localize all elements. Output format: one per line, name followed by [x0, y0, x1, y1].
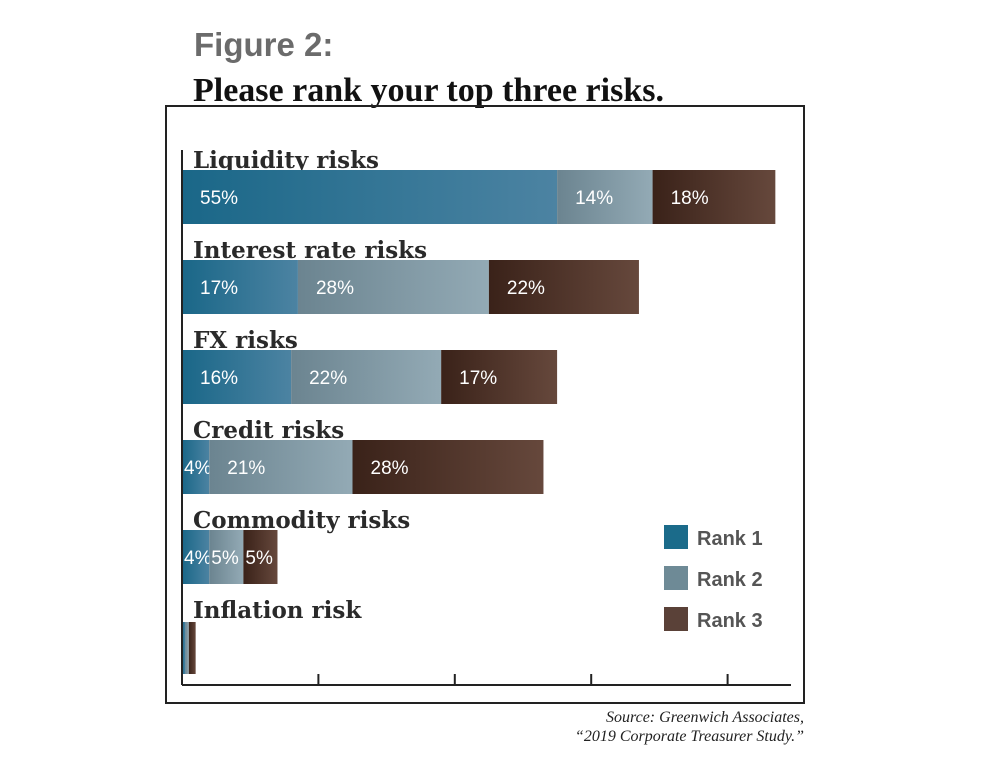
data-label-credit-risks-rank-3: 28% [371, 458, 409, 479]
category-label-inflation-risk: Inflation risk [193, 597, 362, 624]
category-label-liquidity-risks: Liquidity risks [193, 147, 379, 174]
data-label-interest-rate-risks-rank-2: 28% [316, 278, 354, 299]
x-ticks-group [317, 674, 729, 685]
bar-liquidity-risks-rank-1 [182, 170, 558, 224]
source-note: Source: Greenwich Associates, “2019 Corp… [575, 708, 804, 746]
legend-label-rank-1: Rank 1 [697, 528, 763, 550]
bar-fx-risks-rank-1 [182, 350, 292, 404]
category-label-credit-risks: Credit risks [193, 417, 344, 444]
data-label-commodity-risks-rank-3: 5% [245, 548, 273, 569]
data-label-liquidity-risks-rank-3: 18% [671, 188, 709, 209]
bar-credit-risks-rank-1 [182, 440, 210, 494]
data-label-credit-risks-rank-1: 4% [184, 458, 212, 479]
legend-swatch-rank-3 [664, 607, 688, 631]
bars-group: Liquidity risks 55% 14% 18% Interest rate ri… [182, 147, 776, 674]
bar-inflation-risk-rank-1 [182, 622, 186, 674]
legend-swatch-rank-1 [664, 525, 688, 549]
data-label-commodity-risks-rank-1: 4% [184, 548, 212, 569]
bar-liquidity-risks-rank-3 [652, 170, 776, 224]
bar-interest-rate-risks-rank-1 [182, 260, 298, 314]
bar-liquidity-risks-rank-2 [557, 170, 653, 224]
data-label-liquidity-risks-rank-2: 14% [575, 188, 613, 209]
bar-credit-risks-rank-3 [352, 440, 544, 494]
data-label-credit-risks-rank-2: 21% [227, 458, 265, 479]
source-line-1: Source: Greenwich Associates, [605, 709, 804, 726]
bar-commodity-risks-rank-3 [243, 530, 278, 584]
bar-commodity-risks-rank-2 [209, 530, 244, 584]
legend-label-rank-2: Rank 2 [697, 569, 763, 591]
data-label-fx-risks-rank-3: 17% [459, 368, 497, 389]
bar-fx-risks-rank-3 [441, 350, 558, 404]
bar-credit-risks-rank-2 [209, 440, 353, 494]
data-label-fx-risks-rank-2: 22% [309, 368, 347, 389]
category-label-interest-rate-risks: Interest rate risks [193, 237, 427, 264]
legend: Rank 1 Rank 2 Rank 3 [664, 525, 763, 632]
bar-fx-risks-rank-2 [291, 350, 442, 404]
legend-swatch-rank-2 [664, 566, 688, 590]
bar-inflation-risk-rank-2 [185, 622, 189, 674]
legend-label-rank-3: Rank 3 [697, 610, 763, 632]
data-label-liquidity-risks-rank-1: 55% [200, 188, 238, 209]
bar-commodity-risks-rank-1 [182, 530, 210, 584]
data-label-commodity-risks-rank-2: 5% [211, 548, 239, 569]
data-label-fx-risks-rank-1: 16% [200, 368, 238, 389]
chart-title: Please rank your top three risks. [193, 72, 664, 109]
bar-inflation-risk-rank-3 [188, 622, 196, 674]
data-label-interest-rate-risks-rank-1: 17% [200, 278, 238, 299]
category-label-fx-risks: FX risks [193, 327, 298, 354]
source-line-2: “2019 Corporate Treasurer Study.” [574, 728, 804, 745]
data-label-interest-rate-risks-rank-3: 22% [507, 278, 545, 299]
chart-frame [165, 105, 805, 704]
bar-interest-rate-risks-rank-3 [488, 260, 639, 314]
category-label-commodity-risks: Commodity risks [193, 507, 410, 534]
figure-label: Figure 2: [194, 26, 334, 63]
bar-interest-rate-risks-rank-2 [297, 260, 489, 314]
